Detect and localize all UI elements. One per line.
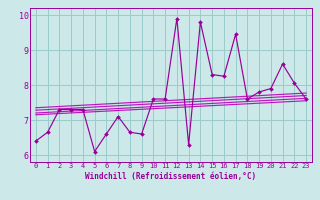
- X-axis label: Windchill (Refroidissement éolien,°C): Windchill (Refroidissement éolien,°C): [85, 172, 257, 181]
